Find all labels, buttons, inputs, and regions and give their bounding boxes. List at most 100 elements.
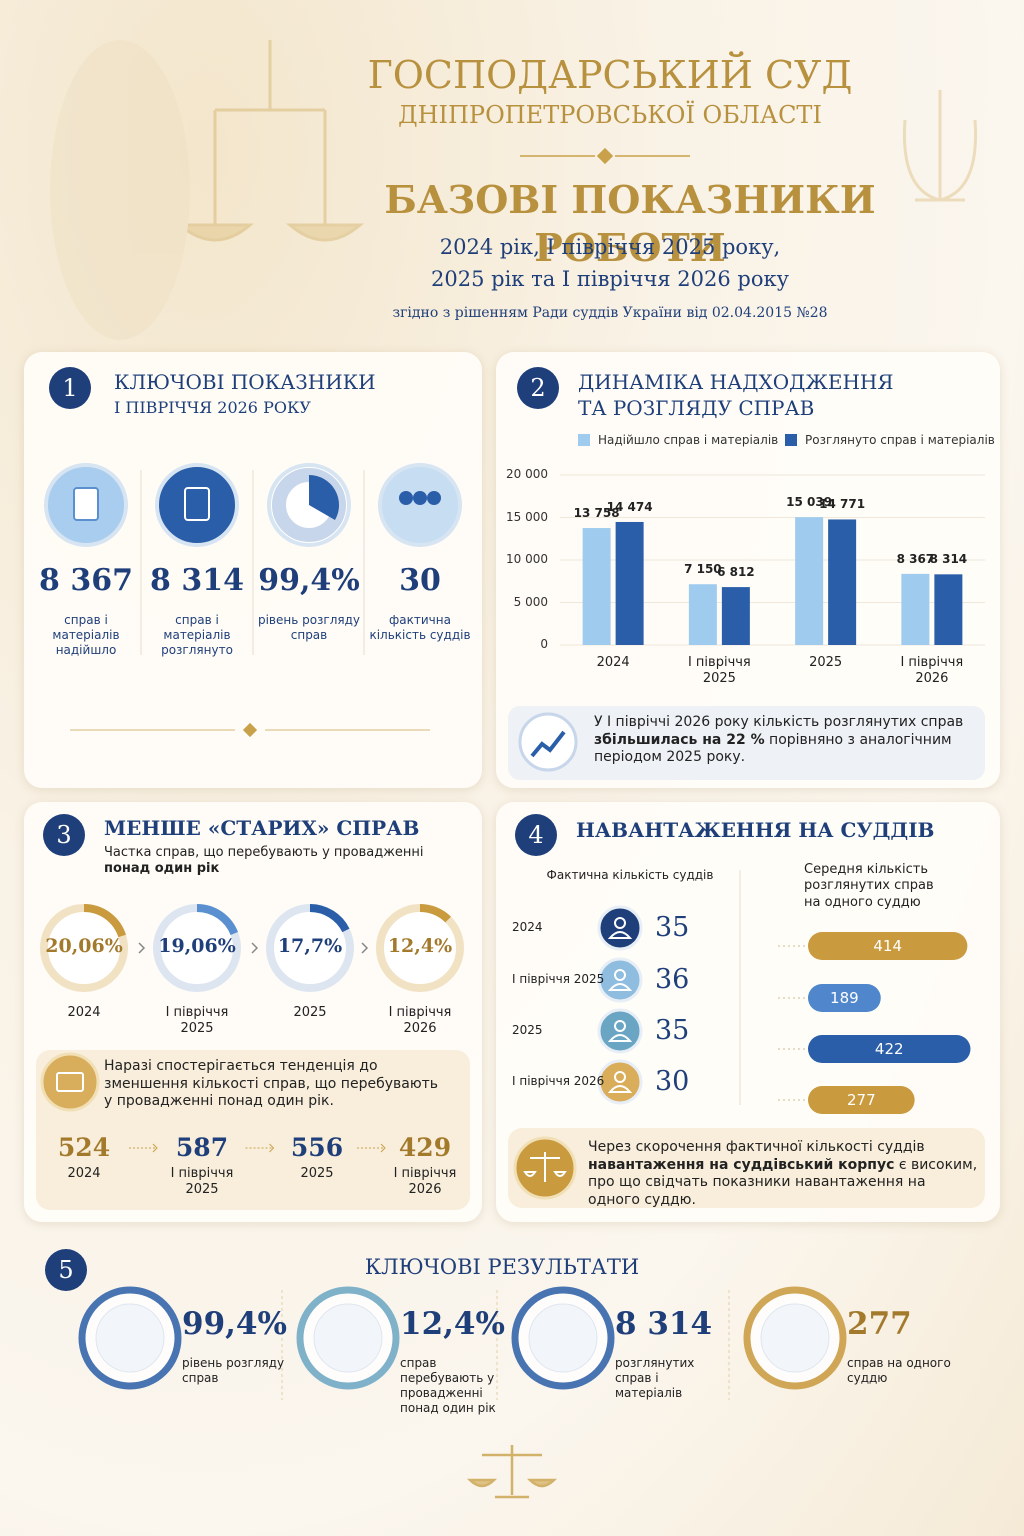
value-label: 14 771	[819, 497, 866, 512]
load-bar	[808, 984, 881, 1012]
note-icon-glyph	[530, 730, 566, 758]
load-label: 189	[830, 989, 859, 1007]
themis-scale	[50, 40, 365, 340]
legend-swatch	[578, 434, 590, 446]
ring-period: І півріччя 2026	[388, 1005, 452, 1037]
note-box	[36, 1050, 470, 1210]
count-period: І півріччя 2026	[393, 1166, 457, 1198]
load-label: 422	[874, 1040, 904, 1058]
header-ornament	[520, 147, 690, 165]
basis: згідно з рішенням Ради суддів України ві…	[392, 305, 828, 321]
section-title: КЛЮЧОВІ ПОКАЗНИКИ	[114, 370, 376, 394]
load-bar	[808, 932, 968, 960]
x-tick-label: 2024	[596, 655, 630, 670]
judge-icon-glyph	[614, 969, 626, 981]
subtitle-text: Частка справ, що перебувають у проваджен…	[104, 845, 424, 860]
section-number: 4	[528, 821, 544, 849]
section-number: 5	[58, 1256, 74, 1284]
icon-glyph	[413, 491, 427, 505]
bar	[721, 587, 750, 645]
y-tick-label: 10 000	[506, 552, 548, 566]
judge-icon-glyph	[607, 1034, 633, 1042]
note-text: порівняно з аналогічним періодом 2025 ро…	[594, 731, 952, 766]
section-badge	[517, 367, 559, 409]
row-period: 2025	[512, 1023, 543, 1037]
section-title: ДИНАМІКА НАДХОДЖЕННЯ	[578, 370, 894, 394]
value-label: 15 039	[786, 495, 833, 510]
periods: 2024 рік, І півріччя 2025 року,	[439, 235, 781, 259]
note-box	[508, 706, 985, 780]
section-number: 3	[56, 821, 72, 849]
result-value: 277	[847, 1306, 912, 1342]
subtitle-emphasis: понад один рік	[104, 861, 220, 877]
legend-label: Розглянуто справ і матеріалів	[805, 433, 995, 447]
ring-period: І півріччя 2025	[165, 1005, 229, 1037]
arrow-head	[380, 1143, 386, 1153]
section-number: 1	[62, 374, 78, 402]
note: Через скорочення фактичної кількості суд…	[588, 1139, 980, 1209]
note-emphasis: навантаження на суддівський корпус	[588, 1156, 895, 1173]
judge-count: 30	[655, 1066, 690, 1097]
load-label: 277	[847, 1091, 876, 1109]
load-bar	[808, 1035, 971, 1063]
icon-glyph	[184, 487, 210, 521]
note: Наразі спостерігається тенденція до змен…	[104, 1058, 439, 1109]
arrow-head	[152, 1143, 158, 1153]
judge-count: 36	[655, 964, 690, 995]
chevron	[251, 942, 259, 954]
result-caption: розглянутих справ і матеріалів	[615, 1356, 695, 1400]
column-header: Фактична кількість суддів	[546, 868, 714, 882]
indicator-value: 8 367	[39, 563, 133, 598]
periods: 2025 рік та І півріччя 2026 року	[431, 267, 789, 291]
result-caption: рівень розгляду справ	[182, 1356, 285, 1385]
count-value: 429	[398, 1133, 452, 1162]
bar	[582, 528, 611, 645]
ring-period: 2025	[293, 1005, 327, 1020]
result-inner	[528, 1303, 598, 1373]
section-number: 2	[530, 374, 546, 402]
result-inner	[95, 1303, 165, 1373]
judge-icon-glyph	[607, 983, 633, 991]
section-title: ТА РОЗГЛЯДУ СПРАВ	[578, 396, 815, 420]
section-title: МЕНШЕ «СТАРИХ» СПРАВ	[104, 816, 420, 840]
value-label: 14 474	[606, 499, 653, 514]
count-value: 524	[57, 1133, 111, 1162]
indicator-caption: справ і матеріалів розглянуто	[161, 613, 233, 657]
main-title: БАЗОВІ ПОКАЗНИКИ РОБОТИ	[384, 177, 876, 270]
indicator-value: 30	[399, 563, 441, 598]
load-bar	[808, 1086, 915, 1114]
value-label: 8 314	[929, 552, 968, 567]
judge-icon-glyph	[607, 1085, 633, 1093]
section-title: КЛЮЧОВІ РЕЗУЛЬТАТИ	[364, 1255, 640, 1279]
section-badge	[43, 814, 85, 856]
ring-label: 20,06%	[45, 935, 123, 957]
x-tick-label: І півріччя 2025	[687, 655, 751, 687]
judge-icon-glyph	[614, 1071, 626, 1083]
note-text: є високим, про що свідчать показники нав…	[588, 1156, 978, 1208]
chevron	[361, 942, 369, 954]
judge-count: 35	[655, 1015, 690, 1046]
legend-swatch	[785, 434, 797, 446]
note-icon-glyph	[56, 1072, 84, 1092]
footer-scale	[466, 1445, 558, 1499]
indicator-value: 8 314	[150, 563, 244, 598]
icon-glyph	[399, 491, 413, 505]
load-label: 414	[873, 937, 902, 955]
indicator-caption: фактична кількість суддів	[369, 613, 471, 642]
note-text: У І півріччі 2026 року кількість розглян…	[594, 714, 964, 730]
y-tick-label: 5 000	[513, 594, 548, 609]
result-caption: справ на одного суддю	[847, 1356, 951, 1385]
row-period: І півріччя 2025	[512, 972, 605, 986]
section-title: НАВАНТАЖЕННЯ НА СУДДІВ	[576, 818, 935, 842]
chevron	[138, 942, 146, 954]
count-value: 587	[175, 1133, 229, 1162]
legend-label: Надійшло справ і матеріалів	[598, 433, 779, 447]
icon-glyph	[427, 491, 441, 505]
note: У І півріччі 2026 року кількість розглян…	[594, 714, 974, 767]
bar	[688, 584, 717, 645]
y-tick-label: 20 000	[506, 467, 548, 481]
section-subtitle: Частка справ, що перебувають у проваджен…	[104, 845, 464, 878]
ring-arc	[153, 904, 241, 992]
bar	[828, 519, 857, 645]
